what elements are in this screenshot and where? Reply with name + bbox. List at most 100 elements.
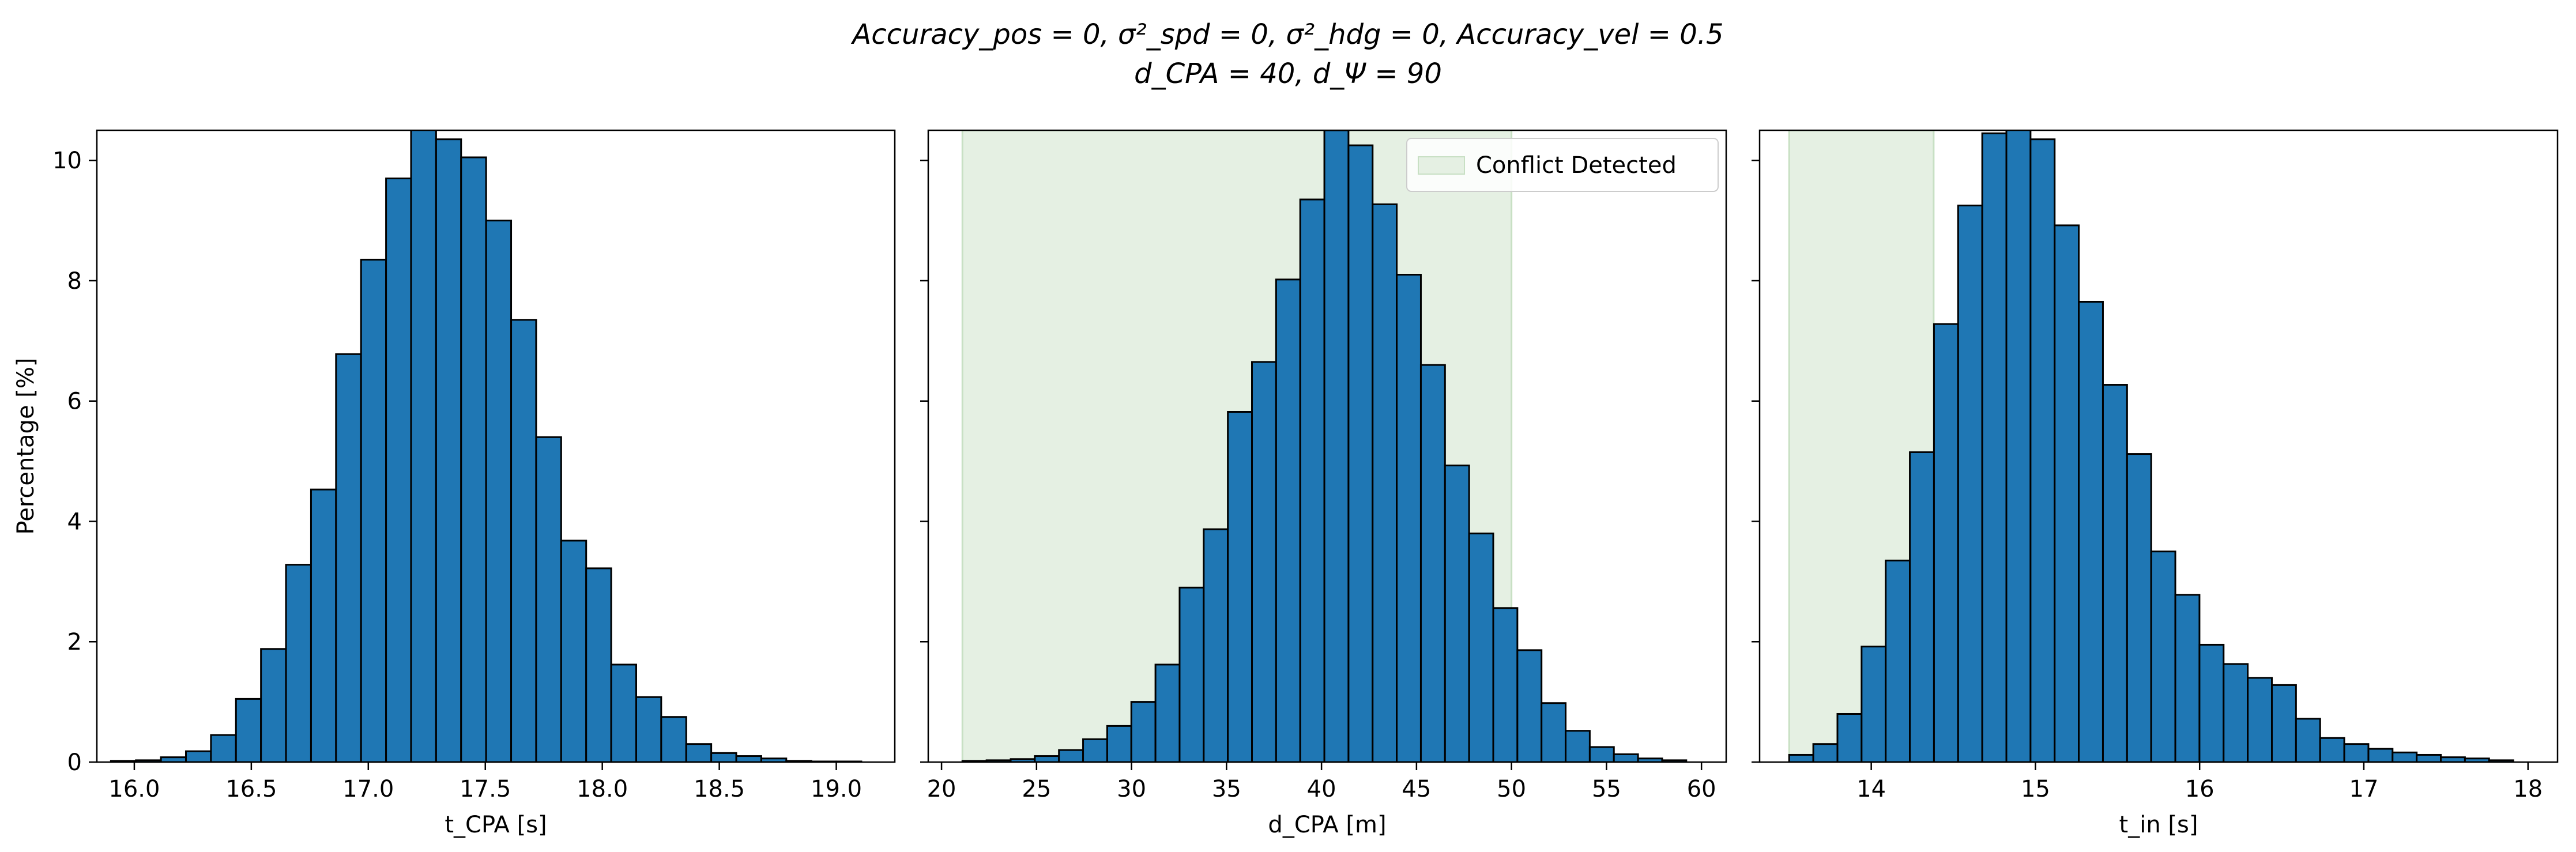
histogram-bar-dcpa	[1516, 649, 1543, 762]
histogram-bar-tin	[1812, 743, 1839, 762]
histogram-bar-tcpa	[210, 734, 237, 762]
x-tick-label: 17	[2349, 776, 2379, 802]
y-tick-label: 0	[67, 749, 82, 776]
histogram-bar-tin	[2319, 737, 2345, 762]
legend-label-conflict-detected: Conflict Detected	[1476, 152, 1677, 179]
histogram-bar-dcpa	[1251, 361, 1277, 762]
histogram-bar-tcpa	[510, 319, 537, 762]
histogram-bar-tin	[2174, 594, 2201, 762]
histogram-bar-dcpa	[1588, 746, 1615, 762]
histogram-bar-dcpa	[1178, 586, 1205, 762]
x-tick-label: 18	[2513, 776, 2543, 802]
y-tick-label: 10	[52, 148, 82, 174]
histogram-bar-tin	[1933, 323, 1959, 762]
histogram-bar-tin	[1788, 753, 1814, 762]
histogram-bar-tin	[2392, 751, 2418, 762]
axes-frame-tin	[1758, 129, 2559, 763]
histogram-bar-dcpa	[1468, 532, 1494, 762]
x-tick-label: 17.5	[460, 776, 511, 802]
histogram-bar-dcpa	[1082, 738, 1108, 762]
histogram-bar-dcpa	[1154, 663, 1181, 762]
histogram-bar-tin	[2054, 224, 2080, 762]
histogram-bar-dcpa	[1372, 203, 1398, 762]
histogram-bar-tcpa	[335, 353, 362, 762]
histogram-bar-tcpa	[185, 750, 212, 762]
histogram-bar-tin	[2102, 384, 2128, 762]
histogram-bar-tcpa	[610, 663, 637, 762]
histogram-bar-tcpa	[735, 755, 762, 762]
x-tick-label: 20	[927, 776, 956, 802]
histogram-bar-tin	[2367, 748, 2394, 762]
histogram-bar-dcpa	[1613, 753, 1639, 762]
histogram-bar-tcpa	[385, 178, 412, 762]
histogram-bar-tcpa	[585, 567, 612, 762]
plot-area-tin	[1788, 130, 2514, 762]
histogram-bar-dcpa	[1058, 749, 1084, 762]
histogram-bar-dcpa	[1275, 278, 1301, 762]
x-tick-label: 16	[2185, 776, 2215, 802]
histogram-bar-dcpa	[1396, 274, 1422, 762]
histogram-bar-tin	[2078, 300, 2104, 762]
y-tick-label: 4	[67, 508, 82, 535]
x-tick-label: 35	[1212, 776, 1241, 802]
x-tick-label: 19.0	[811, 776, 862, 802]
histogram-bar-dcpa	[1299, 198, 1325, 762]
histogram-bar-tin	[2223, 663, 2249, 762]
histogram-bar-tcpa	[710, 752, 737, 762]
x-tick-label: 18.0	[577, 776, 628, 802]
x-tick-label: 18.5	[694, 776, 745, 802]
x-tick-label: 15	[2021, 776, 2050, 802]
histogram-bar-tin	[2343, 743, 2370, 762]
histogram-bar-tcpa	[535, 436, 562, 762]
histogram-bar-tin	[1885, 559, 1911, 762]
histogram-panel-tin: 14 15 16 17 18 t_in [s]	[1752, 129, 2559, 838]
histogram-bar-tin	[2029, 138, 2056, 762]
histogram-bar-dcpa	[1347, 144, 1374, 762]
figure-title-line-1: Accuracy_pos = 0, σ²_spd = 0, σ²_hdg = 0…	[850, 18, 1723, 51]
x-tick-label: 50	[1497, 776, 1526, 802]
x-tick-label: 60	[1687, 776, 1716, 802]
histogram-bar-tcpa	[485, 220, 513, 762]
histogram-panel-dcpa: 20 25 30 35 40 45 50 55 60 d_CPA [m] Conflict Dete…	[920, 129, 1727, 838]
histogram-bar-dcpa	[1323, 130, 1350, 762]
histogram-bar-tin	[2416, 753, 2442, 762]
histogram-bar-tcpa	[635, 696, 662, 762]
histogram-bar-dcpa	[1227, 411, 1253, 762]
plot-area-tcpa	[110, 130, 863, 762]
y-tick-label: 6	[67, 389, 82, 415]
histogram-bar-tin	[2005, 130, 2032, 762]
histogram-bar-dcpa	[1203, 528, 1229, 762]
x-tick-label: 14	[1856, 776, 1886, 802]
x-tick-label: 16.5	[225, 776, 277, 802]
axes-frame-tcpa	[96, 129, 896, 763]
histogram-bar-dcpa	[1565, 730, 1591, 762]
histogram-bar-dcpa	[1492, 607, 1519, 762]
x-axis-label: d_CPA [m]	[1268, 812, 1386, 838]
histogram-bar-dcpa	[1444, 464, 1470, 762]
histogram-bar-tcpa	[310, 488, 337, 762]
histogram-bar-dcpa	[1419, 364, 1446, 762]
histogram-bar-tin	[2198, 643, 2225, 762]
histogram-bar-tin	[2295, 718, 2321, 762]
histogram-bar-tin	[2440, 756, 2466, 762]
figure-title-line-2: d_CPA = 40, d_Ψ = 90	[1134, 58, 1442, 90]
legend-swatch-conflict	[1418, 156, 1465, 175]
plot-area-dcpa	[961, 130, 1688, 762]
x-tick-label: 55	[1592, 776, 1621, 802]
histogram-bar-tin	[1861, 646, 1887, 762]
x-tick-label: 25	[1022, 776, 1051, 802]
histogram-bar-tcpa	[435, 138, 462, 762]
x-axis-label: t_in [s]	[2119, 812, 2198, 838]
x-tick-label: 30	[1117, 776, 1146, 802]
histogram-bar-tin	[1836, 712, 1863, 762]
histogram-bar-tin	[2126, 453, 2152, 762]
legend: Conflict Detected	[1406, 138, 1719, 192]
x-tick-label: 45	[1402, 776, 1431, 802]
histogram-bar-tin	[1957, 204, 1983, 762]
histogram-bar-dcpa	[1130, 701, 1157, 762]
histogram-bar-tcpa	[260, 648, 287, 762]
axes-frame-dcpa	[927, 129, 1727, 763]
histogram-bar-tcpa	[410, 130, 437, 762]
x-axis-label: t_CPA [s]	[445, 812, 547, 838]
